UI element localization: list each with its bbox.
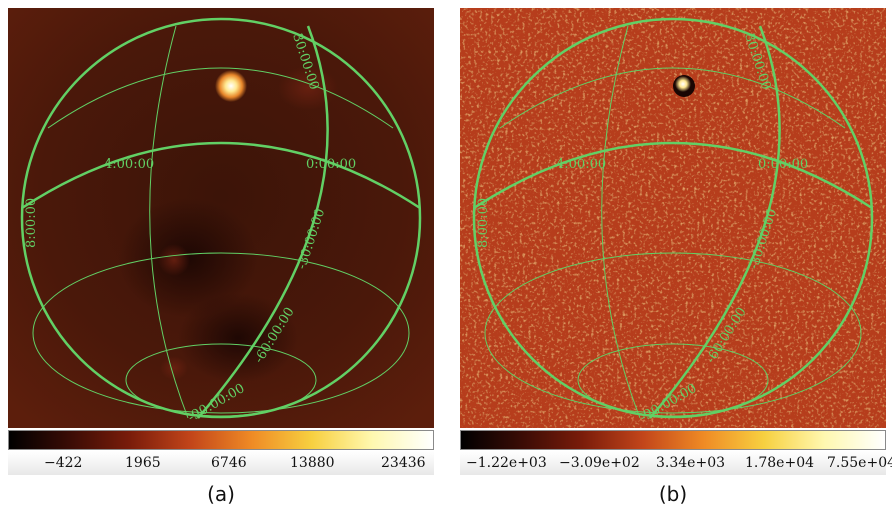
- colorbar-a-tick: 1965: [125, 455, 161, 471]
- label-ra-8h: 8:00:00: [476, 198, 491, 248]
- sky-map-b-image: 30:00:00 4:00:00 0:00:00 8:00:00 -30:00:…: [460, 8, 886, 428]
- colorbar-b-tick: −1.22e+03: [466, 455, 547, 471]
- colorbar-a-tick: 23436: [381, 455, 426, 471]
- label-ra-0h: 0:00:00: [758, 157, 808, 172]
- colorbar-a-ticks: −422 1965 6746 13880 23436: [8, 451, 434, 475]
- label-ra-8h: 8:00:00: [24, 198, 39, 248]
- caption-b: (b): [658, 482, 688, 506]
- colorbar-b-tick: 1.78e+04: [745, 455, 815, 471]
- colorbar-a-tick: 6746: [211, 455, 247, 471]
- label-ra-0h: 0:00:00: [306, 157, 356, 172]
- label-ra-4h: 4:00:00: [556, 157, 606, 172]
- faint-source: [158, 244, 190, 276]
- sky-map-a: 30:00:00 4:00:00 0:00:00 8:00:00 -30:00:…: [8, 8, 434, 428]
- colorbar-b-tick: 3.34e+03: [656, 455, 726, 471]
- sky-map-a-image: 30:00:00 4:00:00 0:00:00 8:00:00 -30:00:…: [8, 8, 434, 428]
- map-b-background: [460, 8, 886, 428]
- colorbar-a: [8, 430, 434, 450]
- colorbar-a-tick: 13880: [290, 455, 335, 471]
- dark-region: [178, 293, 298, 383]
- colorbar-b-ticks: −1.22e+03 −3.09e+02 3.34e+03 1.78e+04 7.…: [460, 451, 892, 475]
- caption-a: (a): [207, 482, 235, 506]
- coordinate-grid: [472, 17, 874, 419]
- colorbar-a-tick: −422: [44, 455, 83, 471]
- coordinate-grid: [20, 17, 422, 419]
- colorbar-b-tick: −3.09e+02: [559, 455, 640, 471]
- label-ra-4h: 4:00:00: [104, 157, 154, 172]
- colorbar-b: [460, 430, 886, 450]
- sky-map-b: 30:00:00 4:00:00 0:00:00 8:00:00 -30:00:…: [460, 8, 886, 428]
- faint-source: [160, 356, 188, 380]
- point-source: [673, 75, 695, 97]
- bright-source: [215, 70, 247, 102]
- colorbar-b-tick: 7.55e+04: [827, 455, 892, 471]
